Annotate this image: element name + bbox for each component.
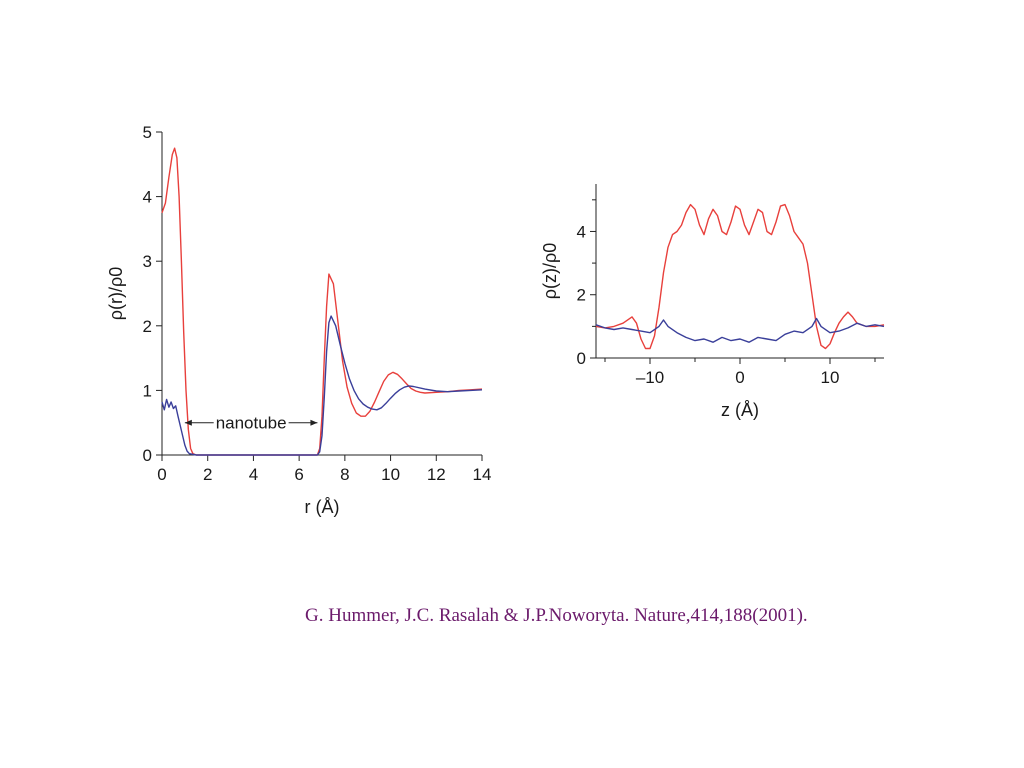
y-tick-label: 1 bbox=[143, 381, 152, 400]
x-axis-title: z (Å) bbox=[721, 400, 759, 420]
x-axis-title: r (Å) bbox=[305, 497, 340, 517]
citation: G. Hummer, J.C. Rasalah & J.P.Noworyta. … bbox=[305, 605, 808, 626]
x-tick-label: 8 bbox=[340, 465, 349, 484]
x-tick-label: 10 bbox=[821, 368, 840, 387]
y-axis-title: ρ(z)/ρ0 bbox=[540, 243, 560, 299]
series-line-0 bbox=[595, 203, 885, 350]
x-tick-label: 6 bbox=[294, 465, 303, 484]
y-tick-label: 2 bbox=[143, 317, 152, 336]
x-tick-label: 12 bbox=[427, 465, 446, 484]
nanotube-annotation: nanotube bbox=[216, 414, 287, 433]
x-tick-label: 14 bbox=[473, 465, 492, 484]
x-tick-label: 10 bbox=[381, 465, 400, 484]
x-tick-label: 0 bbox=[157, 465, 166, 484]
y-tick-label: 4 bbox=[577, 222, 586, 241]
x-tick-label: 2 bbox=[203, 465, 212, 484]
axial-density-chart: –10 0 10 0 2 4 z (Å) ρ(z)/ρ0 bbox=[540, 184, 885, 420]
y-tick-label: 2 bbox=[577, 286, 586, 305]
series-line-1 bbox=[161, 315, 483, 456]
x-tick-label: 4 bbox=[249, 465, 258, 484]
y-tick-label: 0 bbox=[577, 349, 586, 368]
y-axis-title: ρ(r)/ρ0 bbox=[106, 267, 126, 320]
annotation-arrowhead-right bbox=[310, 419, 318, 426]
x-tick-label: 0 bbox=[735, 368, 744, 387]
plot-area: –10 0 10 0 2 4 z (Å) ρ(z)/ρ0 bbox=[540, 184, 885, 420]
series-line-1 bbox=[595, 317, 885, 343]
y-tick-label: 0 bbox=[143, 446, 152, 465]
x-tick-label: –10 bbox=[636, 368, 664, 387]
y-tick-label: 5 bbox=[143, 123, 152, 142]
annotation-arrowhead-left bbox=[184, 419, 192, 426]
y-tick-label: 3 bbox=[143, 252, 152, 271]
series-line-0 bbox=[161, 147, 483, 456]
y-tick-label: 4 bbox=[143, 188, 152, 207]
